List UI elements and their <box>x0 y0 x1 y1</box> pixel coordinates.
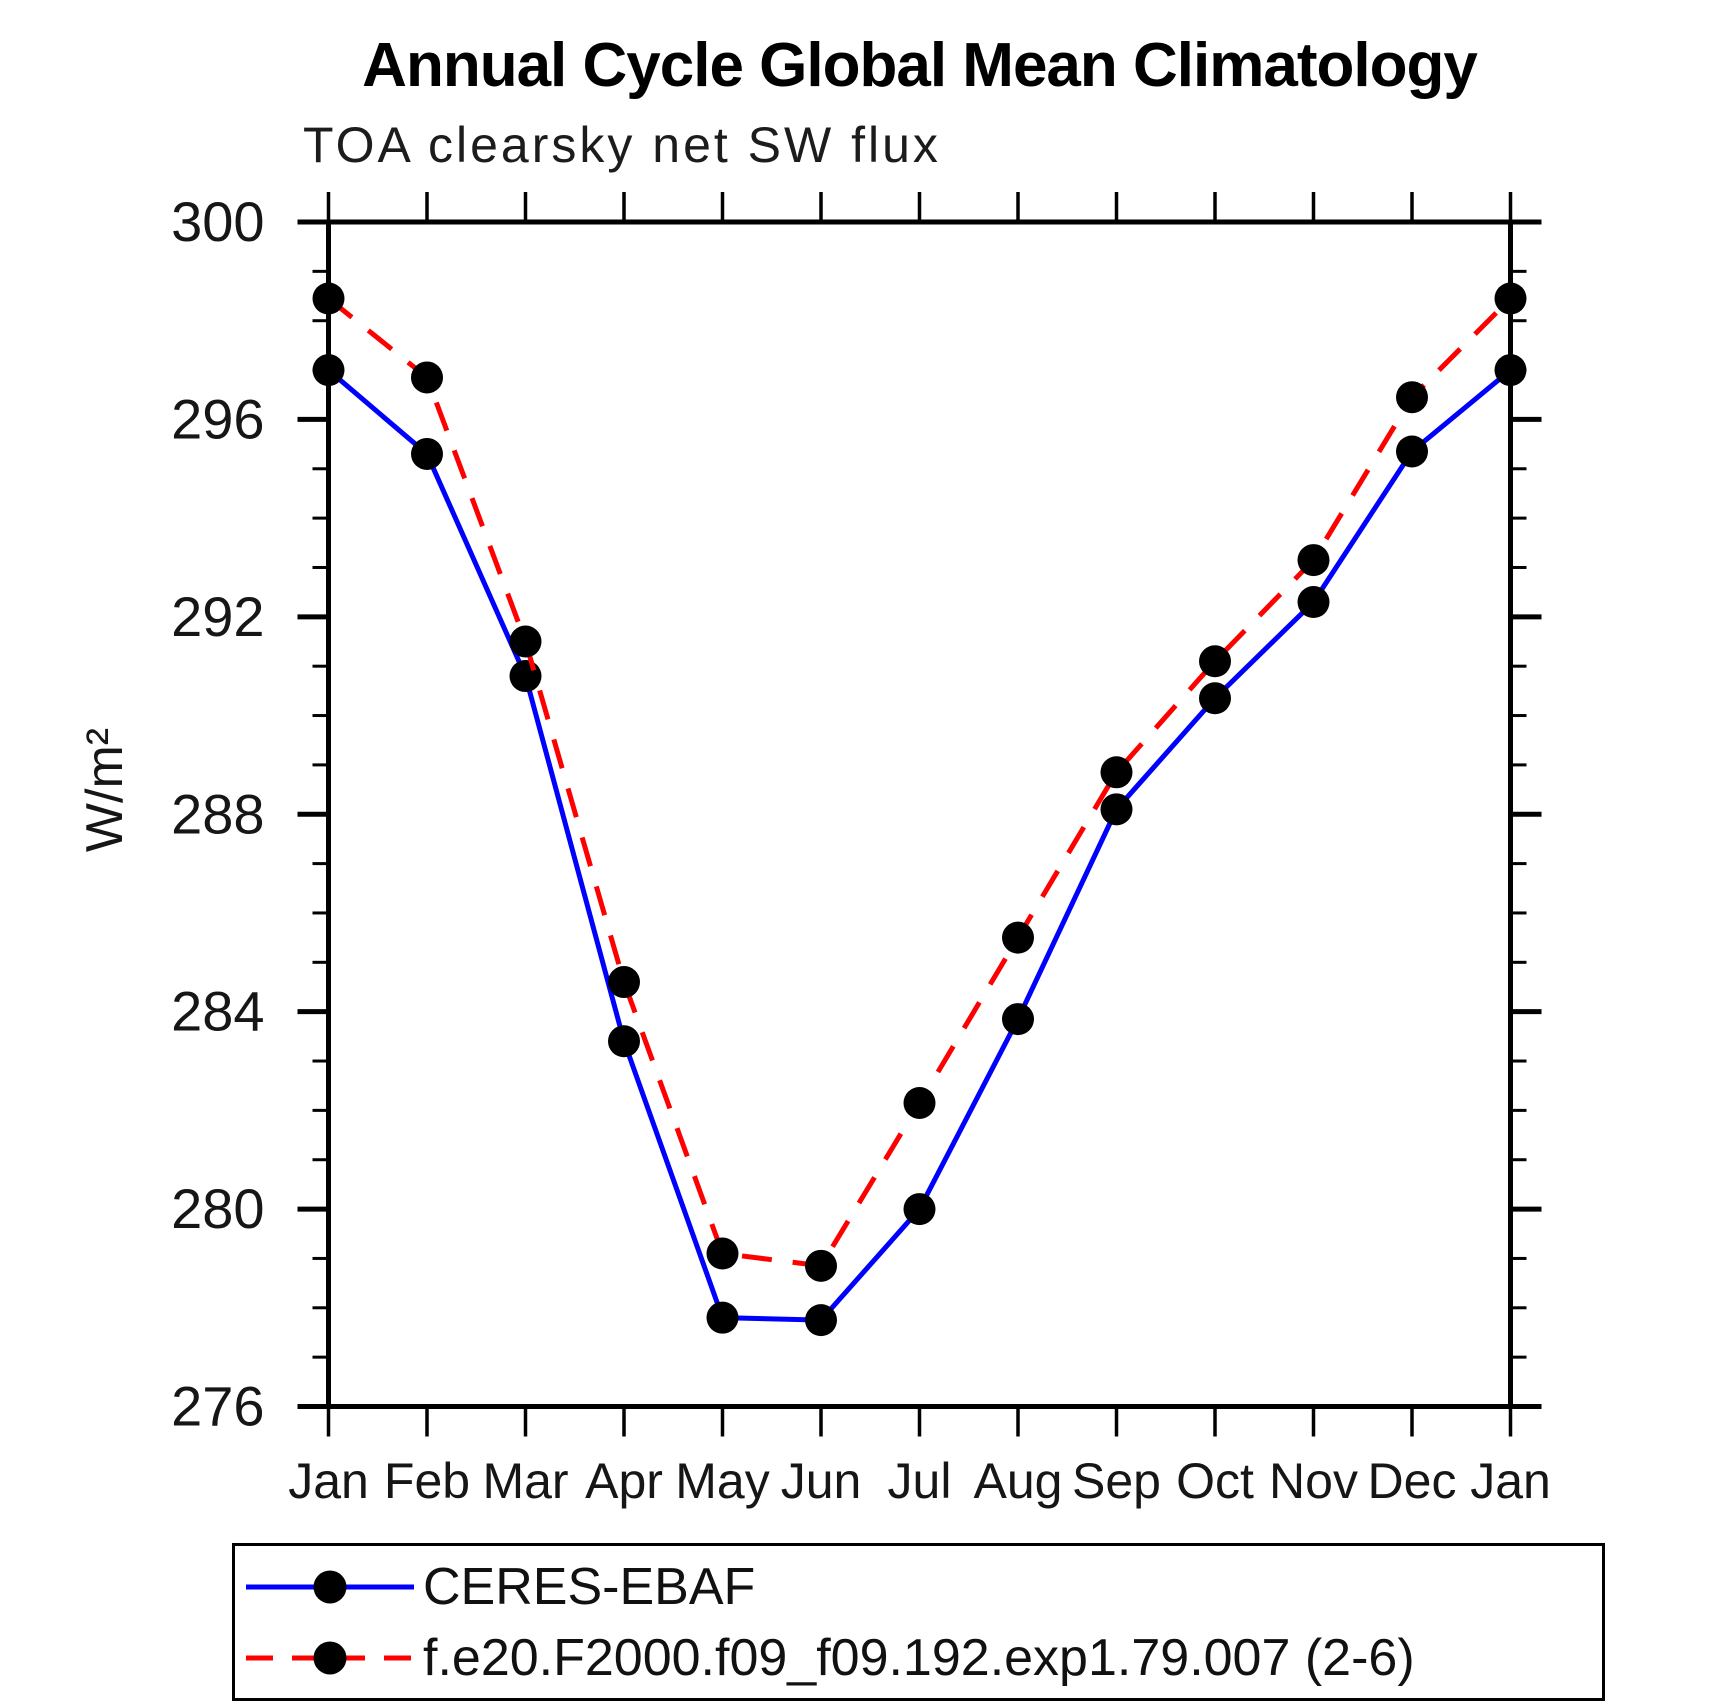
data-point-marker <box>1297 586 1330 619</box>
data-point-marker <box>312 354 345 387</box>
data-point-marker <box>1297 544 1330 577</box>
data-point-marker <box>1002 921 1034 954</box>
data-point-marker <box>608 966 640 999</box>
y-tick-label: 292 <box>171 585 264 648</box>
x-tick-label: Jan <box>1470 1453 1551 1509</box>
data-point-marker <box>509 625 542 658</box>
legend-label-model: f.e20.F2000.f09_f09.192.exp1.79.007 (2-6… <box>423 1629 1415 1687</box>
series-model <box>312 282 1527 1282</box>
x-tick-label: May <box>675 1453 769 1509</box>
x-tick-label: Oct <box>1176 1453 1254 1509</box>
data-point-marker <box>903 1086 936 1119</box>
data-point-marker <box>805 1304 837 1337</box>
legend: CERES-EBAF f.e20.F2000.f09_f09.192.exp1.… <box>232 1543 1605 1701</box>
chart-title: Annual Cycle Global Mean Climatology <box>362 31 1478 100</box>
data-point-marker <box>1494 282 1527 315</box>
data-point-marker <box>1002 1003 1034 1036</box>
legend-line-sample-solid <box>246 1570 414 1604</box>
data-point-marker <box>509 660 542 693</box>
data-point-marker <box>312 282 345 315</box>
x-tick-label: Aug <box>974 1453 1063 1509</box>
data-point-marker <box>805 1249 837 1282</box>
x-tick-label: Sep <box>1072 1453 1161 1509</box>
y-tick-label: 296 <box>171 387 264 450</box>
data-point-marker <box>608 1025 640 1058</box>
x-tick-label: Mar <box>482 1453 568 1509</box>
x-tick-label: Feb <box>384 1453 470 1509</box>
x-tick-label: Jan <box>288 1453 369 1509</box>
data-point-marker <box>1100 793 1133 826</box>
data-point-marker <box>1100 756 1133 789</box>
axis-ticks <box>297 192 1542 1437</box>
x-tick-label: Dec <box>1368 1453 1457 1509</box>
legend-item-ceres-ebaf: CERES-EBAF <box>241 1558 755 1616</box>
y-tick-label: 284 <box>171 980 264 1043</box>
data-point-marker <box>1396 435 1428 468</box>
data-point-marker <box>706 1301 739 1334</box>
data-point-marker <box>1199 682 1231 715</box>
legend-line-sample-dashed <box>246 1641 414 1675</box>
x-tick-label: Apr <box>585 1453 663 1509</box>
axes <box>326 219 1513 1409</box>
y-axis-title: W/m² <box>76 728 134 852</box>
legend-label-ceres-ebaf: CERES-EBAF <box>423 1558 756 1616</box>
legend-item-model: f.e20.F2000.f09_f09.192.exp1.79.007 (2-6… <box>241 1629 1415 1687</box>
y-tick-label: 288 <box>171 782 264 845</box>
data-point-marker <box>706 1237 739 1270</box>
y-tick-label: 280 <box>171 1177 264 1240</box>
data-point-marker <box>903 1193 936 1226</box>
data-point-marker <box>411 437 443 470</box>
y-tick-label: 276 <box>171 1375 264 1438</box>
x-tick-label: Nov <box>1269 1453 1358 1509</box>
x-tick-label: Jun <box>781 1453 862 1509</box>
data-point-marker <box>1199 645 1231 678</box>
series-ceres-ebaf <box>312 354 1527 1337</box>
y-tick-label: 300 <box>171 190 264 253</box>
chart-subtitle: TOA clearsky net SW flux <box>303 117 941 173</box>
data-point-marker <box>1494 354 1527 387</box>
x-tick-label: Jul <box>888 1453 952 1509</box>
data-point-marker <box>411 361 443 394</box>
axis-labels: 276 280 284 288 292 296 300 Jan Feb Mar Apr May Jun J… <box>76 190 1551 1509</box>
data-point-marker <box>1396 381 1428 414</box>
